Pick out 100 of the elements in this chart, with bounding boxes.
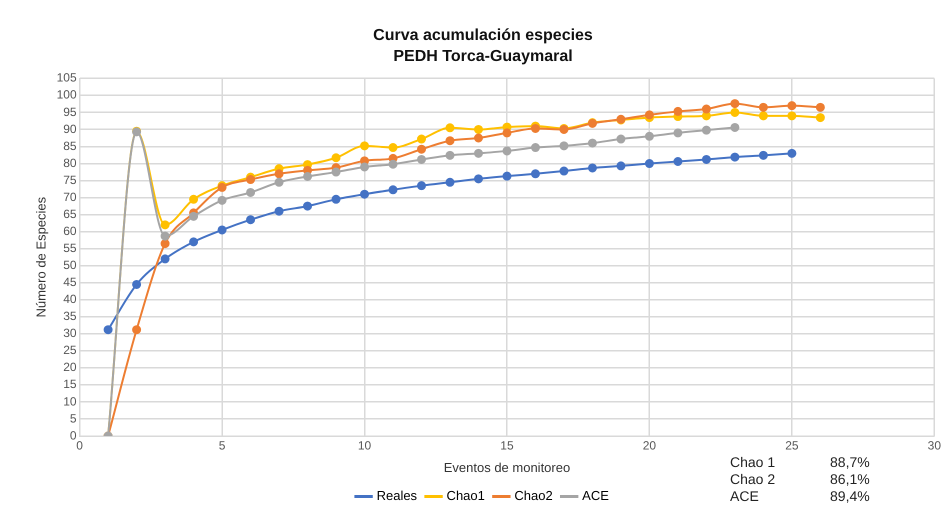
y-tick-label: 25 — [63, 343, 77, 358]
y-tick-label: 40 — [63, 292, 77, 306]
point — [360, 141, 370, 150]
point — [730, 99, 740, 108]
point — [160, 232, 170, 241]
point — [417, 134, 426, 144]
point — [474, 124, 483, 134]
y-tick-label: 30 — [63, 326, 77, 340]
point — [730, 122, 740, 132]
y-tick-label: 20 — [63, 360, 77, 374]
y-tick-label: 80 — [63, 156, 77, 170]
point — [445, 123, 454, 132]
x-tick-label: 10 — [358, 438, 372, 453]
point — [474, 174, 483, 184]
point — [474, 148, 483, 158]
point — [644, 159, 654, 168]
point — [132, 325, 142, 334]
y-tick-label: 35 — [63, 309, 77, 324]
point — [702, 104, 711, 114]
point — [816, 102, 825, 112]
point — [445, 178, 454, 187]
y-axis-title: Número de Especies — [33, 196, 48, 318]
point — [246, 215, 256, 224]
point — [218, 225, 227, 234]
point — [730, 108, 740, 117]
y-tick-label: 55 — [63, 241, 77, 255]
point — [673, 128, 682, 138]
y-tick-label: 0 — [70, 428, 77, 442]
point — [332, 153, 341, 162]
point — [160, 220, 170, 230]
point — [644, 132, 654, 141]
y-tick-label: 95 — [63, 104, 77, 119]
point — [445, 136, 454, 146]
point — [388, 160, 398, 169]
point — [758, 111, 768, 120]
y-tick-label: 65 — [63, 206, 77, 221]
point — [388, 143, 398, 152]
y-tick-label: 15 — [63, 377, 77, 392]
text: Chao 2 86,1% — [730, 471, 870, 487]
point — [360, 162, 370, 172]
point — [673, 157, 682, 166]
point — [246, 175, 256, 184]
text: Chao 1 88,7% — [730, 454, 870, 470]
point — [559, 166, 568, 176]
point — [417, 181, 426, 190]
point — [445, 150, 454, 160]
point — [332, 168, 341, 177]
point — [189, 212, 198, 221]
point — [474, 134, 483, 142]
point — [502, 128, 512, 138]
point — [189, 194, 198, 204]
point — [787, 148, 796, 158]
point — [787, 101, 796, 110]
point — [303, 202, 312, 211]
point — [132, 280, 142, 289]
x-tick-label: 20 — [642, 438, 656, 453]
y-tick-label: 45 — [63, 275, 77, 290]
point — [360, 190, 370, 199]
point — [616, 134, 626, 144]
point — [246, 188, 256, 197]
y-tick-label: 10 — [63, 394, 77, 408]
point — [332, 194, 341, 204]
chart-subtitle: PEDH Torca-Guaymaral — [393, 48, 573, 66]
legend-label: Chao1 — [446, 488, 485, 504]
point — [274, 178, 284, 187]
point — [616, 161, 626, 170]
legend-label: Reales — [376, 488, 418, 504]
y-tick-label: 70 — [63, 190, 77, 204]
point — [502, 146, 512, 156]
point — [702, 126, 711, 135]
x-axis-title: Eventos de monitoreo — [444, 460, 570, 475]
x-tick-label: 15 — [500, 438, 514, 453]
point — [530, 143, 540, 152]
point — [730, 152, 740, 162]
point — [559, 141, 568, 150]
legend-label: Chao2 — [514, 488, 553, 504]
x-tick-label: 5 — [218, 438, 226, 453]
point — [530, 169, 540, 178]
legend-label: ACE — [582, 488, 610, 504]
point — [588, 163, 597, 172]
y-tick-label: 85 — [63, 138, 77, 153]
point — [417, 154, 426, 164]
point — [274, 206, 284, 216]
point — [218, 196, 227, 205]
point — [160, 254, 170, 264]
y-tick-label: 90 — [63, 122, 77, 136]
point — [588, 138, 597, 148]
point — [673, 106, 682, 116]
point — [758, 150, 768, 160]
point — [303, 172, 312, 181]
y-tick-label: 105 — [56, 70, 77, 85]
x-tick-label: 25 — [785, 438, 799, 453]
y-tick-label: 75 — [63, 172, 77, 187]
point — [702, 154, 711, 164]
point — [160, 239, 170, 248]
point — [787, 111, 796, 120]
point — [502, 172, 512, 181]
y-tick-label: 50 — [63, 258, 77, 272]
text: ACE 89,4% — [730, 488, 870, 504]
point — [417, 144, 426, 154]
